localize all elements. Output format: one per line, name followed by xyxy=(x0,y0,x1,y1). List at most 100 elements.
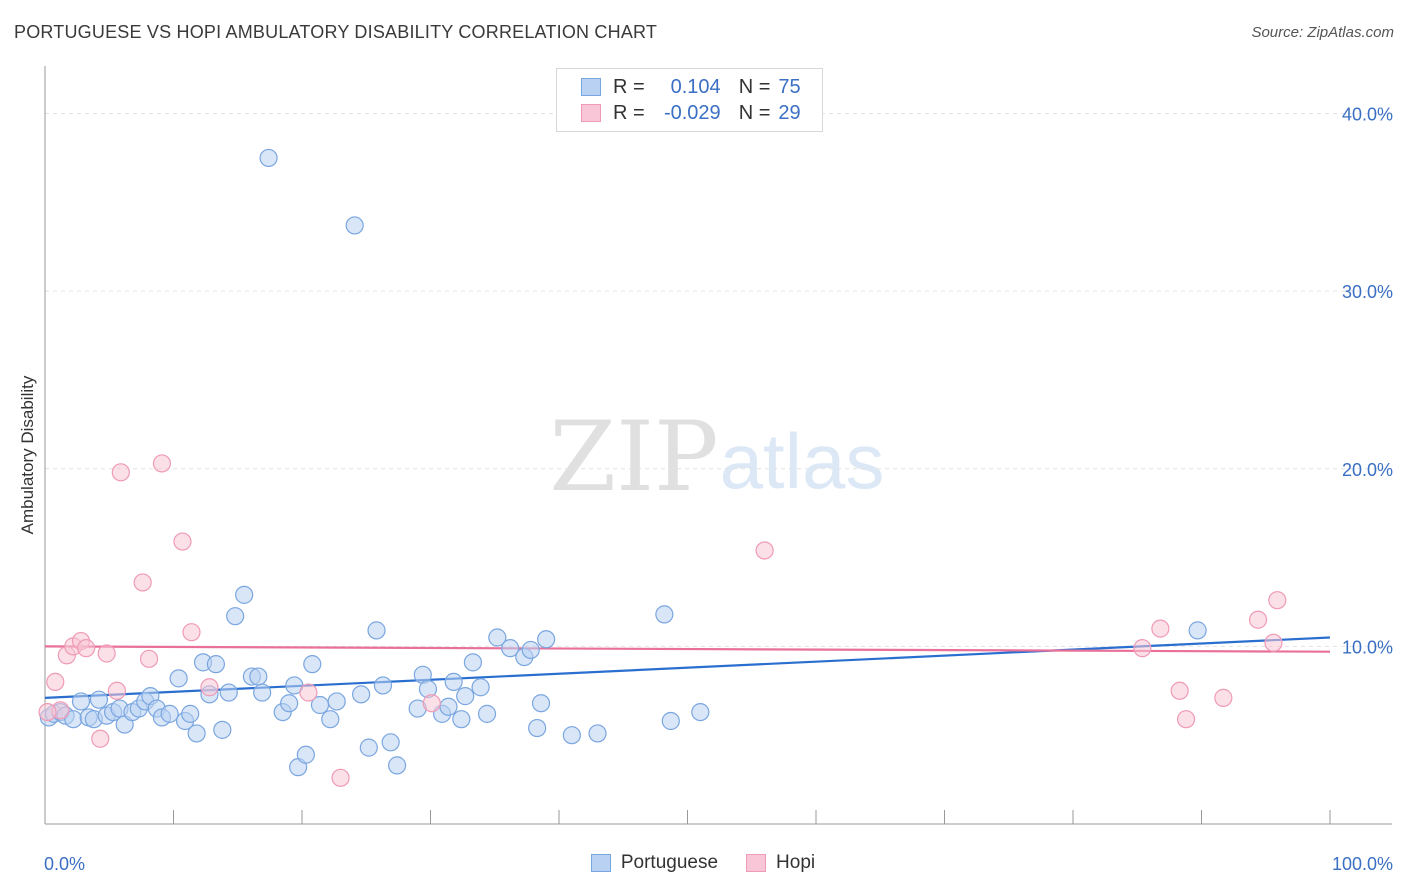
chart-title: PORTUGUESE VS HOPI AMBULATORY DISABILITY… xyxy=(14,22,658,42)
data-point-hopi-19 xyxy=(755,541,774,560)
data-point-portuguese-70 xyxy=(588,724,607,743)
y-axis-label: Ambulatory Disability xyxy=(18,375,37,535)
legend-n-value-portuguese: 75 xyxy=(778,75,801,98)
data-point-portuguese-34 xyxy=(259,148,278,168)
data-point-portuguese-20 xyxy=(169,669,188,688)
series-legend: Portuguese Hopi xyxy=(0,852,1406,874)
data-point-portuguese-66 xyxy=(528,718,547,738)
data-point-hopi-24 xyxy=(1214,688,1233,707)
data-point-hopi-8 xyxy=(107,681,127,700)
legend-r-label: R = xyxy=(613,75,645,98)
data-point-portuguese-46 xyxy=(359,738,378,757)
data-points xyxy=(38,148,1287,787)
data-point-portuguese-67 xyxy=(531,694,551,713)
data-point-portuguese-30 xyxy=(235,585,254,604)
data-point-hopi-10 xyxy=(133,573,152,592)
series-legend-hopi: Hopi xyxy=(746,852,815,874)
x-tick-label-1: 100.0% xyxy=(1332,854,1393,874)
data-point-portuguese-69 xyxy=(562,726,581,745)
data-point-portuguese-32 xyxy=(249,667,268,686)
watermark-atlas: atlas xyxy=(720,417,885,505)
data-point-portuguese-42 xyxy=(321,710,340,729)
data-point-portuguese-5 xyxy=(71,692,91,711)
data-point-hopi-21 xyxy=(1151,619,1170,638)
data-point-hopi-14 xyxy=(182,623,201,642)
zipatlas-watermark: ZIP atlas xyxy=(549,401,884,513)
data-point-portuguese-57 xyxy=(452,710,471,729)
data-point-portuguese-55 xyxy=(439,697,458,716)
legend-r-value-hopi: -0.029 xyxy=(663,101,721,124)
data-point-portuguese-33 xyxy=(253,683,272,702)
data-point-portuguese-45 xyxy=(352,685,371,704)
legend-r-value-portuguese: 0.104 xyxy=(670,75,721,98)
data-point-portuguese-28 xyxy=(219,683,238,702)
series-swatch-portuguese xyxy=(590,854,611,872)
data-point-portuguese-44 xyxy=(345,216,364,235)
data-point-hopi-23 xyxy=(1176,710,1196,729)
legend-n-label: N = xyxy=(738,101,771,124)
data-point-portuguese-65 xyxy=(521,640,540,660)
data-point-hopi-9 xyxy=(111,463,130,482)
data-point-hopi-20 xyxy=(1133,639,1152,658)
data-point-portuguese-23 xyxy=(187,724,206,743)
data-point-portuguese-29 xyxy=(226,607,245,626)
data-point-portuguese-49 xyxy=(381,733,400,752)
data-point-portuguese-72 xyxy=(661,711,680,731)
data-point-portuguese-58 xyxy=(456,687,475,706)
data-point-hopi-5 xyxy=(77,639,96,658)
y-tick-label-3: 40.0% xyxy=(1342,105,1393,125)
data-point-portuguese-62 xyxy=(488,628,507,647)
data-point-hopi-0 xyxy=(46,672,65,692)
data-point-hopi-17 xyxy=(331,768,350,787)
data-point-portuguese-22 xyxy=(181,704,200,723)
data-point-hopi-25 xyxy=(1248,610,1268,629)
series-legend-portuguese: Portuguese xyxy=(590,852,718,874)
data-point-portuguese-59 xyxy=(463,653,483,672)
legend-r-label: R = xyxy=(613,101,645,124)
data-point-portuguese-36 xyxy=(280,694,299,713)
data-point-hopi-6 xyxy=(91,729,110,748)
source-credit: Source: ZipAtlas.com xyxy=(1251,24,1394,41)
data-point-portuguese-56 xyxy=(444,672,463,692)
legend-n-value-hopi: 29 xyxy=(778,101,801,124)
y-tick-label-2: 30.0% xyxy=(1342,282,1393,302)
y-tick-label-0: 10.0% xyxy=(1342,637,1393,657)
trend-line-hopi xyxy=(44,645,1331,653)
legend-swatch-hopi xyxy=(581,104,601,122)
data-point-hopi-28 xyxy=(38,702,57,722)
data-point-portuguese-60 xyxy=(471,678,490,697)
watermark-zip: ZIP xyxy=(549,401,718,513)
legend-row-hopi: R = -0.029 N = 29 xyxy=(581,101,801,125)
tick-labels: 10.0% 20.0% 30.0% 40.0% 0.0% 100.0% xyxy=(44,105,1393,874)
data-point-portuguese-26 xyxy=(206,655,226,674)
data-point-portuguese-8 xyxy=(89,690,109,709)
data-point-hopi-7 xyxy=(97,644,116,663)
data-point-portuguese-19 xyxy=(160,704,179,723)
legend-swatch-portuguese xyxy=(581,78,601,96)
data-point-portuguese-40 xyxy=(303,655,322,674)
x-tick-label-0: 0.0% xyxy=(44,854,85,874)
legend-n-label: N = xyxy=(738,75,771,98)
legend-row-portuguese: R = 0.104 N = 75 xyxy=(581,75,801,99)
correlation-legend: R = 0.104 N = 75 R = -0.029 N = 29 xyxy=(556,68,823,132)
y-tick-label-1: 20.0% xyxy=(1342,460,1393,480)
series-swatch-hopi xyxy=(746,854,767,872)
data-point-hopi-18 xyxy=(422,694,441,713)
data-point-hopi-27 xyxy=(1268,591,1287,610)
data-point-portuguese-27 xyxy=(213,720,232,739)
data-point-hopi-15 xyxy=(200,678,219,697)
data-point-portuguese-43 xyxy=(327,692,346,711)
data-point-hopi-16 xyxy=(299,683,318,702)
data-point-portuguese-61 xyxy=(477,704,497,723)
data-point-hopi-26 xyxy=(1264,633,1283,652)
data-point-hopi-12 xyxy=(152,454,172,473)
data-point-portuguese-68 xyxy=(537,630,556,649)
series-name-hopi: Hopi xyxy=(776,852,816,873)
data-point-portuguese-47 xyxy=(367,621,386,640)
data-point-hopi-13 xyxy=(173,532,192,551)
data-point-portuguese-63 xyxy=(501,639,520,658)
data-point-hopi-11 xyxy=(139,649,159,668)
data-point-portuguese-71 xyxy=(655,605,674,624)
grid-lines xyxy=(45,113,1392,647)
